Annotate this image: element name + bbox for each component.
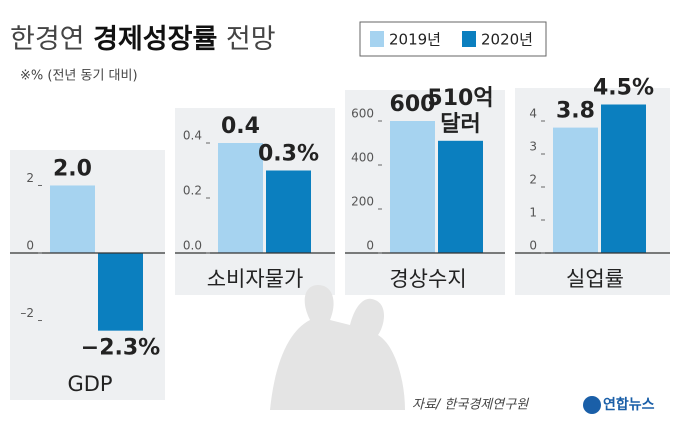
y-tick-label: 600 bbox=[351, 107, 374, 121]
value-label: 3.8 bbox=[556, 99, 595, 124]
source: 자료/ 한국경제연구원 bbox=[412, 398, 529, 413]
bar bbox=[601, 104, 646, 253]
legend-label: 2020년 bbox=[481, 31, 533, 49]
y-tick-label: 0.0 bbox=[183, 239, 202, 253]
note: ※% (전년 동기 대비) bbox=[20, 69, 138, 84]
y-tick-label: 200 bbox=[351, 195, 374, 209]
y-tick-label: 0 bbox=[529, 239, 537, 253]
x-axis-label: 실업률 bbox=[566, 267, 624, 291]
value-label: 4.5% bbox=[593, 76, 654, 101]
logo: 연합뉴스 bbox=[603, 396, 655, 413]
title-part: 전망 bbox=[226, 24, 276, 55]
bar bbox=[218, 143, 263, 253]
logo-icon bbox=[583, 396, 601, 414]
y-tick-label: 4 bbox=[529, 107, 537, 121]
chart-panel: 2.0 −2.3% –2 0 2 GDP bbox=[10, 150, 165, 400]
y-tick-label: –2 bbox=[20, 306, 34, 320]
bar bbox=[50, 185, 95, 253]
chart-panel: 0.4 0.3% 0.0 0.2 0.4 소비자물가 bbox=[175, 108, 335, 295]
chart-title: 한경연 경제성장률 전망 bbox=[10, 24, 276, 55]
bar bbox=[266, 170, 311, 253]
chart-panel: 3.84.5% 0 1 2 3 4 실업률 bbox=[515, 76, 670, 295]
legend: 2019년 2020년 bbox=[359, 21, 547, 57]
y-tick-label: 2 bbox=[529, 173, 537, 187]
bar bbox=[390, 121, 435, 253]
bar bbox=[98, 253, 143, 331]
value-label: 0.4 bbox=[221, 114, 260, 139]
y-tick-label: 0 bbox=[26, 239, 34, 253]
legend-box bbox=[359, 21, 547, 57]
legend-label: 2019년 bbox=[389, 31, 441, 49]
value-label: 2.0 bbox=[53, 156, 92, 181]
bar bbox=[438, 140, 483, 253]
y-tick-label: 0.2 bbox=[183, 184, 202, 198]
silhouette bbox=[270, 285, 405, 410]
x-axis-label: 소비자물가 bbox=[207, 267, 304, 291]
y-tick-label: 0.4 bbox=[183, 129, 202, 143]
value-label: 0.3% bbox=[258, 142, 319, 167]
legend-swatch bbox=[462, 31, 476, 47]
title-part: 한경연 bbox=[10, 24, 85, 55]
value-label: −2.3% bbox=[81, 336, 160, 361]
y-tick-label: 0 bbox=[366, 239, 374, 253]
x-axis-label: GDP bbox=[67, 372, 112, 396]
title-part: 경제성장률 bbox=[93, 24, 217, 55]
value-label: 600 bbox=[390, 92, 436, 117]
y-tick-label: 1 bbox=[529, 206, 537, 220]
legend-swatch bbox=[370, 31, 384, 47]
y-tick-label: 2 bbox=[26, 171, 34, 185]
value-label: 510억 달러 bbox=[427, 86, 493, 137]
plots: 2.0−2.3%–202GDP0.40.3%0.00.20.4소비자물가6005… bbox=[10, 76, 670, 400]
y-tick-label: 400 bbox=[351, 151, 374, 165]
bar bbox=[553, 127, 598, 253]
y-tick-label: 3 bbox=[529, 140, 537, 154]
x-axis-label: 경상수지 bbox=[389, 267, 466, 291]
